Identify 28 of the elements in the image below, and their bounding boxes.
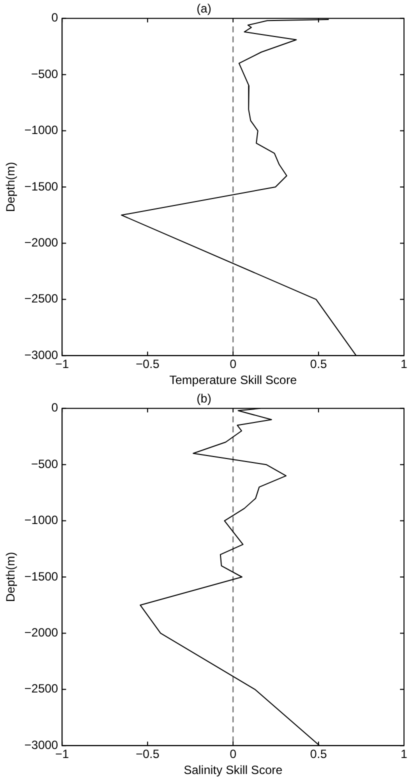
y-tick-label: −500 (31, 66, 58, 81)
x-tick-label: −0.5 (136, 356, 160, 371)
y-tick-label: −2000 (24, 236, 58, 250)
x-tick-label: 1 (400, 356, 408, 371)
x-axis-title: Salinity Skill Score (184, 763, 283, 778)
y-axis-title: Depth(m) (4, 162, 18, 212)
y-tick-label: −1500 (24, 569, 58, 584)
y-tick-label: −1000 (24, 513, 58, 528)
y-tick-label: −2500 (24, 682, 58, 696)
y-axis-title: Depth(m) (4, 552, 18, 602)
y-tick-label: −1000 (24, 123, 58, 138)
y-tick-label: −2000 (24, 626, 58, 640)
chart-title: (b) (196, 392, 212, 406)
x-tick-label: 0.5 (310, 356, 328, 371)
x-tick-label: 0 (230, 746, 237, 761)
x-tick-label: 0.5 (310, 746, 328, 761)
y-tick-label: −500 (31, 456, 58, 471)
y-tick-label: −3000 (24, 738, 58, 752)
y-tick-label: 0 (51, 400, 58, 415)
y-tick-label: −1500 (24, 179, 58, 194)
x-axis-title: Temperature Skill Score (169, 373, 298, 388)
y-tick-label: 0 (51, 10, 58, 25)
x-tick-label: 1 (400, 746, 408, 761)
y-tick-label: −2500 (24, 292, 58, 306)
chart-title: (a) (196, 2, 212, 16)
x-tick-label: −0.5 (136, 746, 160, 761)
x-tick-label: 0 (230, 356, 237, 371)
y-tick-label: −3000 (24, 348, 58, 362)
